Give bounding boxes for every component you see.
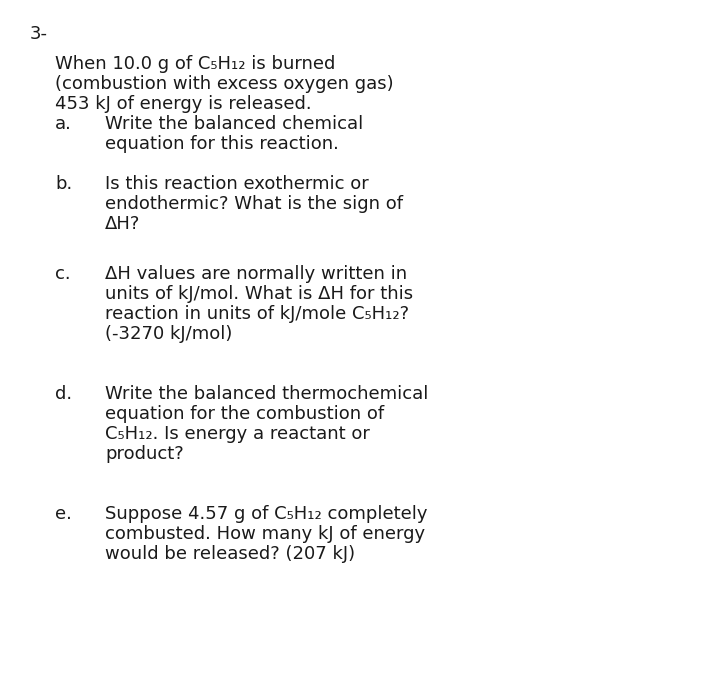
Text: (-3270 kJ/mol): (-3270 kJ/mol) bbox=[105, 325, 232, 343]
Text: Suppose 4.57 g of C₅H₁₂ completely: Suppose 4.57 g of C₅H₁₂ completely bbox=[105, 505, 428, 523]
Text: 3-: 3- bbox=[30, 25, 48, 43]
Text: reaction in units of kJ/mole C₅H₁₂?: reaction in units of kJ/mole C₅H₁₂? bbox=[105, 305, 409, 323]
Text: ΔH?: ΔH? bbox=[105, 215, 140, 233]
Text: ΔH values are normally written in: ΔH values are normally written in bbox=[105, 265, 407, 283]
Text: equation for the combustion of: equation for the combustion of bbox=[105, 405, 384, 423]
Text: units of kJ/mol. What is ΔH for this: units of kJ/mol. What is ΔH for this bbox=[105, 285, 413, 303]
Text: would be released? (207 kJ): would be released? (207 kJ) bbox=[105, 545, 355, 563]
Text: combusted. How many kJ of energy: combusted. How many kJ of energy bbox=[105, 525, 425, 543]
Text: a.: a. bbox=[55, 115, 72, 133]
Text: endothermic? What is the sign of: endothermic? What is the sign of bbox=[105, 195, 403, 213]
Text: 453 kJ of energy is released.: 453 kJ of energy is released. bbox=[55, 95, 312, 113]
Text: Is this reaction exothermic or: Is this reaction exothermic or bbox=[105, 175, 369, 193]
Text: C₅H₁₂. Is energy a reactant or: C₅H₁₂. Is energy a reactant or bbox=[105, 425, 370, 443]
Text: equation for this reaction.: equation for this reaction. bbox=[105, 135, 339, 153]
Text: product?: product? bbox=[105, 445, 184, 463]
Text: c.: c. bbox=[55, 265, 71, 283]
Text: b.: b. bbox=[55, 175, 72, 193]
Text: When 10.0 g of C₅H₁₂ is burned: When 10.0 g of C₅H₁₂ is burned bbox=[55, 55, 335, 73]
Text: e.: e. bbox=[55, 505, 72, 523]
Text: Write the balanced chemical: Write the balanced chemical bbox=[105, 115, 363, 133]
Text: (combustion with excess oxygen gas): (combustion with excess oxygen gas) bbox=[55, 75, 394, 93]
Text: Write the balanced thermochemical: Write the balanced thermochemical bbox=[105, 385, 429, 403]
Text: d.: d. bbox=[55, 385, 72, 403]
